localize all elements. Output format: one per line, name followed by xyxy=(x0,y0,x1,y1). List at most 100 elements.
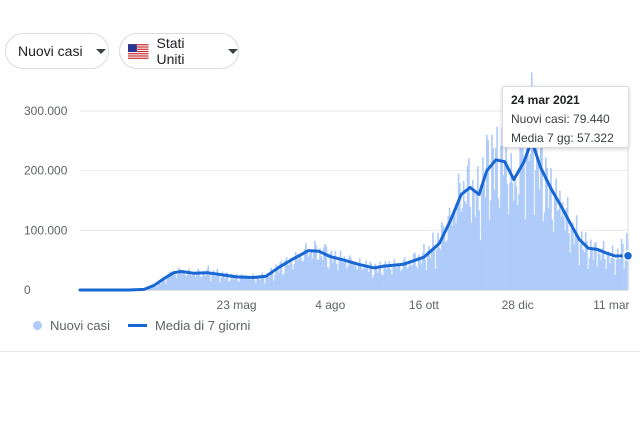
case-bar xyxy=(439,249,442,290)
case-bar xyxy=(475,190,478,290)
case-bar xyxy=(373,274,375,290)
case-bar xyxy=(307,256,310,290)
case-bar xyxy=(569,252,572,290)
case-bar xyxy=(356,269,359,290)
case-bar xyxy=(206,269,208,290)
case-bar xyxy=(175,277,178,290)
case-bar xyxy=(468,158,470,290)
case-bar xyxy=(380,273,383,290)
average-line xyxy=(78,139,630,292)
case-bar xyxy=(274,274,276,290)
case-bar xyxy=(207,265,210,290)
case-bar xyxy=(215,276,217,290)
case-bar xyxy=(252,273,255,290)
y-tick-label: 0 xyxy=(24,283,31,297)
case-bar xyxy=(312,252,315,290)
case-bar xyxy=(416,268,419,290)
case-bar xyxy=(337,270,339,290)
case-bar xyxy=(586,241,588,290)
case-bar xyxy=(233,279,235,290)
case-bar xyxy=(335,263,338,290)
case-bar xyxy=(539,138,542,290)
metric-dropdown[interactable]: Nuovi casi xyxy=(5,33,109,69)
case-bar xyxy=(391,274,393,290)
case-bar xyxy=(570,222,573,290)
case-bar xyxy=(465,204,468,290)
case-bar xyxy=(384,260,387,290)
case-bar xyxy=(506,184,509,290)
case-bar xyxy=(385,269,388,290)
case-bar xyxy=(334,250,337,290)
case-bar xyxy=(529,154,532,290)
case-bar xyxy=(180,273,183,290)
case-bar xyxy=(618,259,620,290)
case-bar xyxy=(183,272,185,290)
case-bar xyxy=(328,268,330,290)
case-bar xyxy=(397,263,400,290)
case-bar xyxy=(171,275,174,290)
case-bar xyxy=(388,261,391,290)
case-bar xyxy=(507,214,510,290)
case-bar xyxy=(453,211,456,290)
case-bar xyxy=(580,231,583,290)
tooltip-average: Media 7 gg: 57.322 xyxy=(511,131,614,145)
case-bar xyxy=(303,248,306,290)
case-bar xyxy=(169,271,171,290)
case-bar xyxy=(263,283,266,290)
case-bar xyxy=(162,276,165,290)
case-bar xyxy=(297,260,299,290)
case-bar xyxy=(165,283,167,290)
case-bar xyxy=(564,230,566,290)
case-bar xyxy=(371,277,374,290)
case-bar xyxy=(190,275,193,290)
case-bar xyxy=(524,219,527,290)
case-bar xyxy=(595,241,597,290)
case-bar xyxy=(555,178,557,290)
case-bar xyxy=(588,257,591,290)
case-bar xyxy=(622,243,624,290)
case-bar xyxy=(589,239,592,290)
case-bar xyxy=(275,264,278,290)
case-bar xyxy=(606,251,609,290)
case-bar xyxy=(423,243,425,290)
case-bar xyxy=(428,246,430,290)
case-bar xyxy=(235,273,238,290)
case-bar xyxy=(483,183,486,290)
x-tick-label: 28 dic xyxy=(502,298,534,312)
case-bar xyxy=(409,260,411,290)
case-bar xyxy=(281,274,284,290)
case-bar xyxy=(393,259,396,290)
case-bar xyxy=(444,241,447,290)
case-bar xyxy=(352,263,355,290)
case-bar xyxy=(288,264,291,290)
case-bar xyxy=(491,134,493,290)
region-dropdown[interactable]: Stati Uniti xyxy=(119,33,239,69)
case-bar xyxy=(584,232,587,290)
case-bar xyxy=(370,263,373,290)
case-bar xyxy=(315,245,317,290)
case-bar xyxy=(193,273,196,290)
case-bar xyxy=(417,254,420,290)
case-bar xyxy=(462,180,465,290)
case-bar xyxy=(443,234,446,290)
case-bar xyxy=(323,247,325,290)
case-bar xyxy=(326,267,329,290)
case-bar xyxy=(411,264,414,290)
case-bar xyxy=(496,126,498,291)
case-bar xyxy=(396,267,398,290)
case-bar xyxy=(450,221,452,290)
legend-line-swatch xyxy=(127,324,147,327)
case-bar xyxy=(583,252,586,290)
case-bar xyxy=(550,168,552,290)
case-bar xyxy=(229,280,231,290)
case-bar xyxy=(518,194,520,290)
case-bar xyxy=(306,251,308,290)
y-tick-label: 300.000 xyxy=(24,104,68,118)
case-bar xyxy=(360,264,362,290)
case-bar xyxy=(601,247,604,290)
case-bar xyxy=(202,271,205,290)
case-bar xyxy=(224,278,226,290)
case-bar xyxy=(283,273,285,290)
case-bar xyxy=(374,263,376,290)
